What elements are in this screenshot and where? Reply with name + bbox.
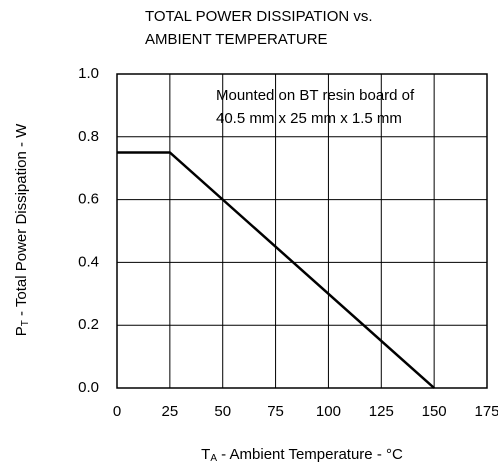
x-tick-label: 50 [214,403,231,420]
x-tick-label: 0 [113,403,121,420]
x-tick-label: 75 [267,403,284,420]
annotation: Mounted on BT resin board of [216,87,415,104]
y-tick-label: 0.6 [78,191,99,208]
x-tick-label: 100 [316,403,341,420]
x-tick-label: 25 [162,403,179,420]
x-axis-label-sub: A [210,453,217,464]
y-axis-label-main: P [13,326,30,336]
x-axis-label-rest: - Ambient Temperature - °C [217,446,403,463]
x-tick-label: 125 [369,403,394,420]
x-tick-label: 150 [422,403,447,420]
x-tick-label: 175 [474,403,498,420]
x-axis-label-main: T [201,446,210,463]
y-tick-label: 0.4 [78,253,99,270]
chart-title: TOTAL POWER DISSIPATION vs. [145,8,373,25]
chart-title: AMBIENT TEMPERATURE [145,31,328,48]
data-line [117,151,435,389]
y-tick-label: 0.2 [78,316,99,333]
x-axis-label: TA - Ambient Temperature - °C [201,446,403,464]
y-axis-label: PT - Total Power Dissipation - W [13,123,31,336]
y-tick-label: 1.0 [78,65,99,82]
y-tick-label: 0.8 [78,128,99,145]
y-tick-label: 0.0 [78,379,99,396]
annotation: 40.5 mm x 25 mm x 1.5 mm [216,110,402,127]
plot-frame [116,73,488,389]
y-axis-label-sub: T [20,320,31,326]
y-axis-label-rest: - Total Power Dissipation - W [13,123,30,320]
